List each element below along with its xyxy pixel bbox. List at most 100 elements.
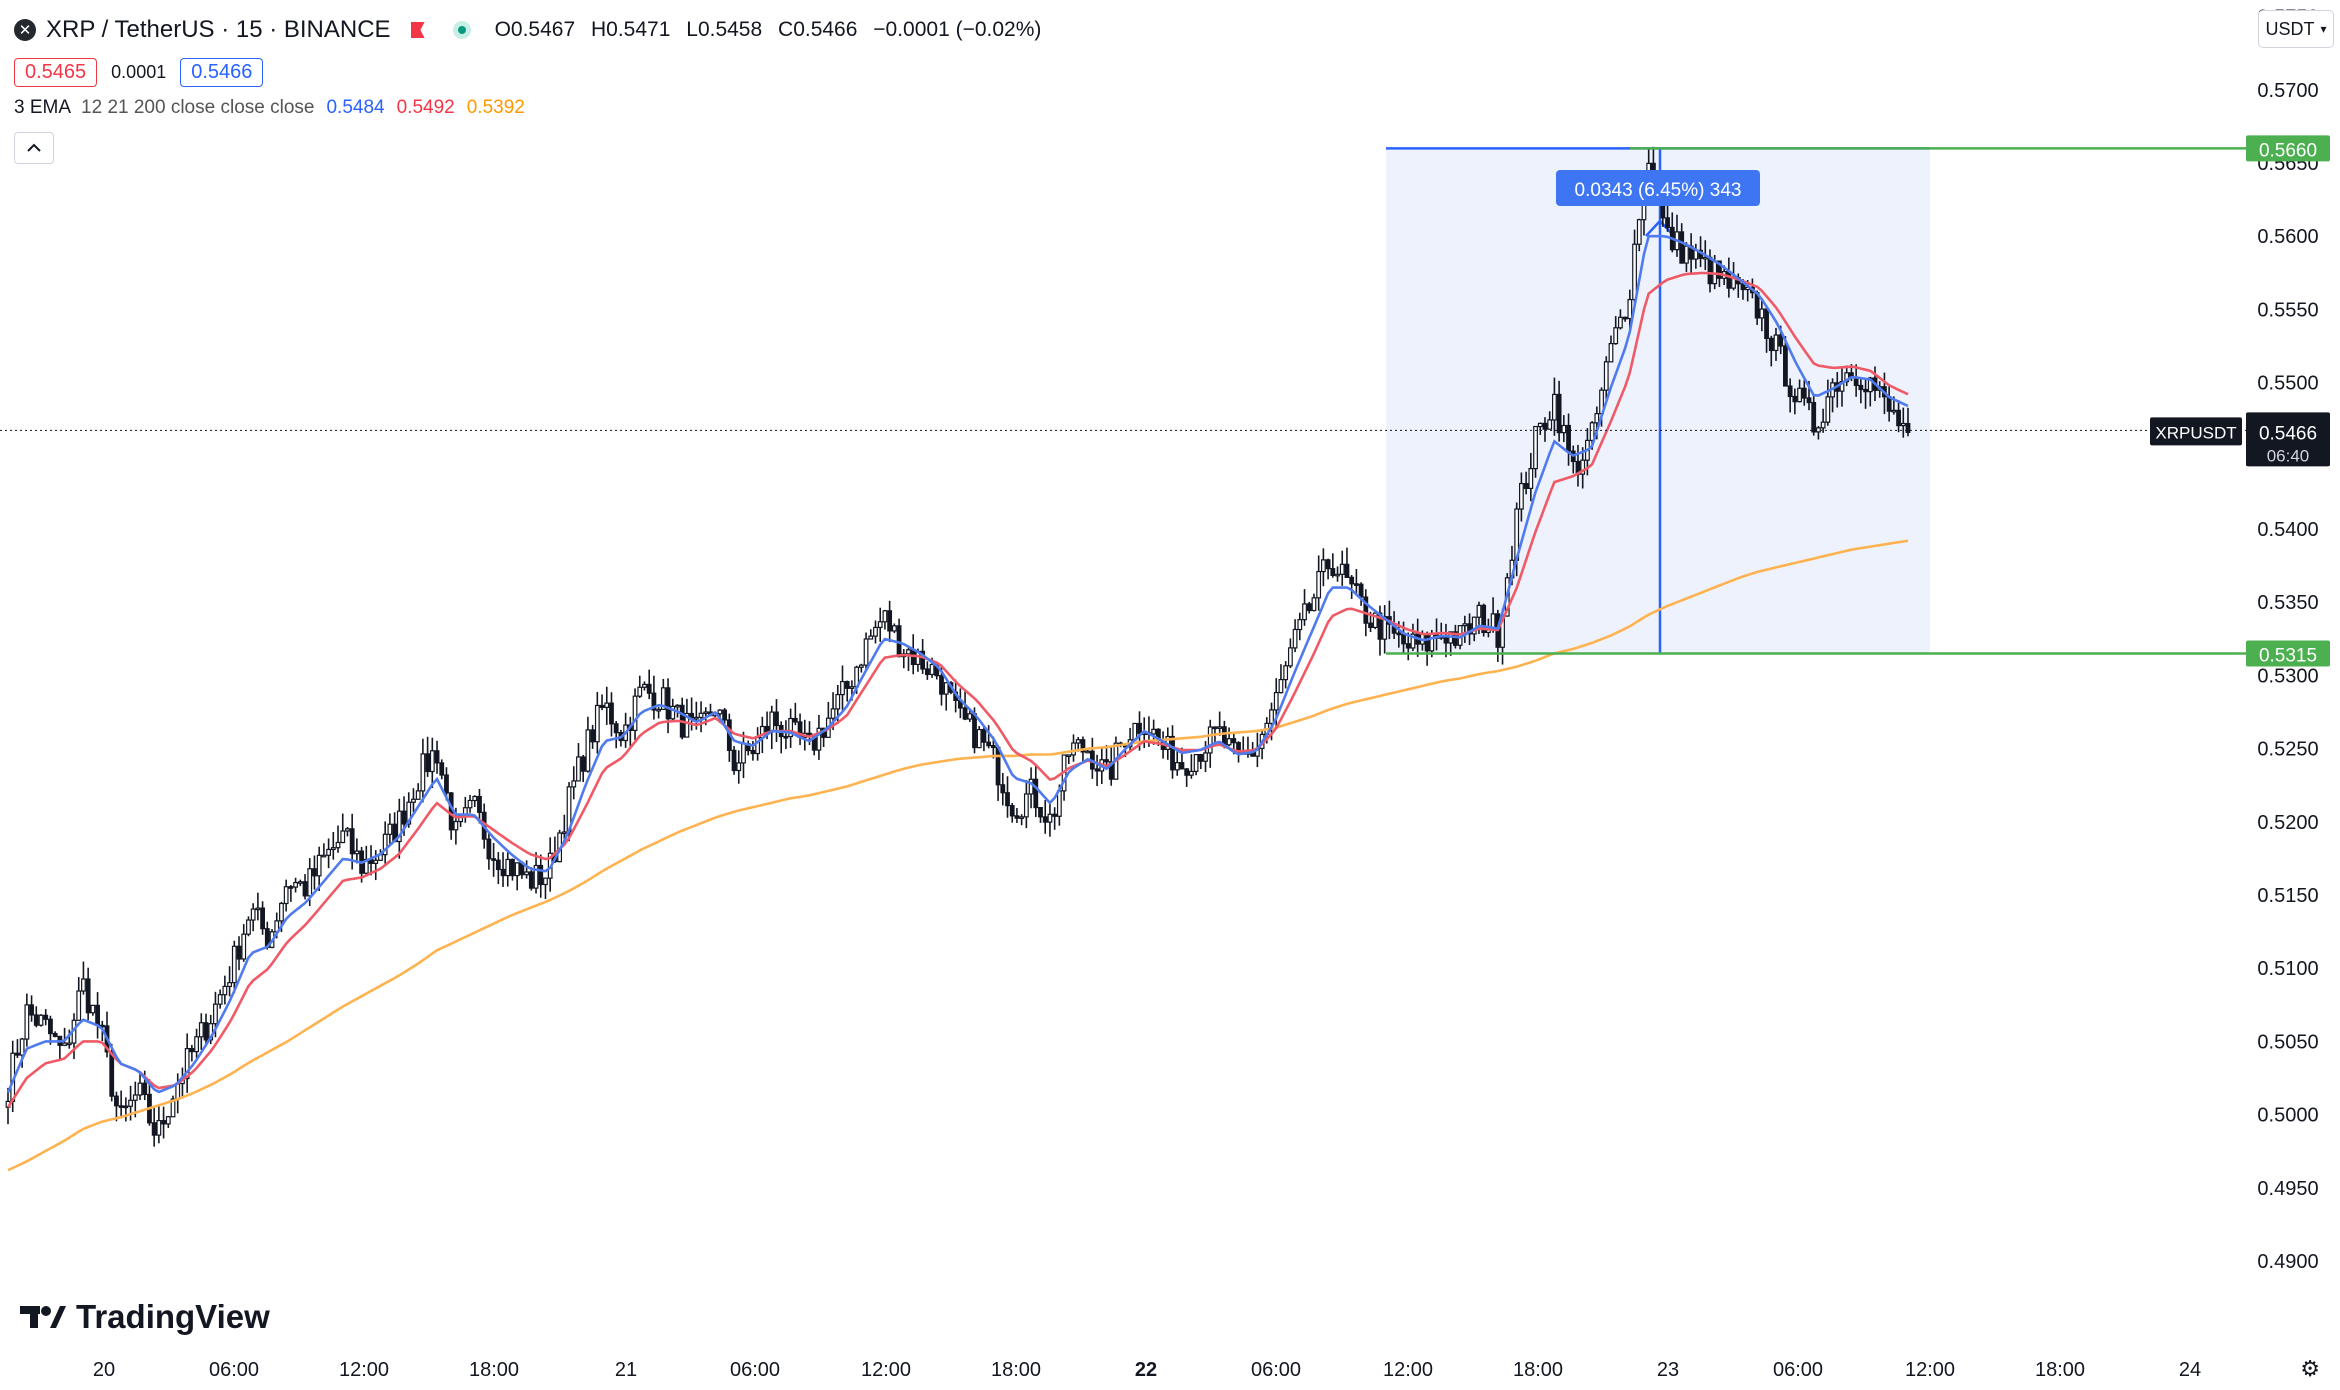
time-tick-label: 12:00 (339, 1359, 389, 1381)
candle-body (19, 1038, 25, 1056)
candle-body (1042, 816, 1048, 823)
candle (585, 716, 591, 773)
currency-select[interactable]: USDT ▾ (2258, 10, 2334, 48)
candle-body (1665, 217, 1670, 229)
candle (981, 726, 987, 752)
candle (48, 1015, 53, 1045)
candle (858, 663, 864, 673)
candle-body (1080, 739, 1086, 753)
price-axis[interactable]: 0.57500.57000.56500.56000.55500.55000.54… (2245, 0, 2319, 1390)
candle-body (1858, 384, 1864, 391)
candle (505, 852, 511, 887)
candle (1759, 300, 1765, 332)
candle-body (396, 810, 402, 843)
candle (1462, 615, 1468, 643)
candle (1287, 638, 1293, 669)
candle-body (184, 1048, 190, 1080)
candle-body (415, 790, 421, 800)
price-tick-label: 0.5600 (2257, 226, 2318, 248)
candle-body (1104, 759, 1109, 763)
candle-body (1273, 691, 1279, 711)
candle-body (1358, 583, 1364, 598)
candle (434, 740, 440, 774)
candle-body (1203, 752, 1208, 762)
candle-body (1566, 424, 1571, 452)
flag-icon[interactable] (410, 22, 425, 38)
candle-body (382, 833, 388, 856)
collapse-legend-button[interactable] (14, 132, 54, 164)
buy-price-button[interactable]: 0.5466 (180, 57, 264, 87)
candle-body (524, 871, 530, 876)
candle (161, 1106, 166, 1139)
candle (1023, 780, 1029, 829)
candle (561, 814, 567, 842)
candle (1382, 605, 1388, 654)
tradingview-logo[interactable]: TradingView (20, 1298, 270, 1336)
candle (1278, 664, 1284, 694)
measure-label: 0.0343 (6.45%) 343 (1556, 170, 1760, 206)
candle-body (967, 713, 973, 720)
candle (1552, 377, 1557, 436)
candle (1292, 619, 1298, 653)
candle (665, 678, 671, 734)
candle (500, 852, 506, 887)
candle-body (297, 881, 303, 884)
candle (1005, 776, 1010, 818)
time-axis[interactable]: 20 06:00 12:00 18:00 21 06:00 12:00 18:00 22 06:0… (93, 1359, 2201, 1381)
price-range-tool[interactable] (1386, 147, 1930, 654)
candle (1825, 379, 1831, 426)
candle-body (250, 908, 256, 921)
candle-body (406, 801, 412, 825)
candle-body (882, 610, 888, 623)
candle (123, 1097, 129, 1122)
current-price-label: 0.5466 (2259, 423, 2317, 444)
candle-body (1000, 784, 1006, 794)
spread-value: 0.0001 (111, 61, 167, 82)
candle (1306, 601, 1312, 614)
candle-body (321, 854, 327, 858)
time-tick-label: 22 (1135, 1359, 1157, 1381)
candle (297, 879, 303, 887)
candle (679, 697, 685, 740)
candle-body (81, 978, 86, 992)
candle-body (561, 831, 567, 835)
chart-legend: ✕ XRP / TetherUS · 15 · BINANCE O0.5467 … (14, 14, 1051, 164)
candle (1353, 569, 1359, 596)
candle (19, 1037, 25, 1068)
candle-body (632, 695, 638, 731)
horizontal-levels[interactable]: 0.5660 0.5315 0.0343 (6.45%) 343 0.5466 06:4… (0, 135, 2330, 667)
candle-body (528, 871, 534, 889)
candle-body (1622, 316, 1628, 320)
candle-body (1542, 422, 1548, 430)
candle (637, 675, 643, 698)
ema-200-value: 0.5392 (466, 97, 525, 118)
settings-gear-icon[interactable]: ⚙ (2300, 1356, 2320, 1381)
time-tick-label: 21 (615, 1359, 637, 1381)
candle-body (1349, 576, 1355, 585)
candle (943, 682, 949, 711)
candle-body (693, 716, 699, 720)
candle (222, 975, 228, 1005)
sell-price-button[interactable]: 0.5465 (14, 57, 98, 87)
ema-21-line (6, 271, 1909, 1108)
candle-body (1212, 726, 1218, 730)
indicator-params: 12 21 200 close close close (81, 97, 315, 118)
candle (778, 721, 784, 754)
indicator-name[interactable]: 3 EMA (14, 97, 72, 118)
symbol-title[interactable]: XRP / TetherUS · 15 · BINANCE (46, 16, 391, 43)
candle-body (887, 610, 893, 632)
time-tick-label: 06:00 (209, 1359, 259, 1381)
candle-body (1806, 397, 1812, 404)
candle (877, 607, 883, 642)
candle (1316, 555, 1322, 611)
candle (1905, 407, 1911, 437)
candle (1787, 378, 1793, 413)
candle (231, 940, 237, 994)
candle-body (976, 728, 982, 749)
candle-body (33, 1014, 39, 1026)
time-tick-label: 06:00 (1773, 1359, 1823, 1381)
candle-body (1561, 424, 1567, 434)
level-price-tag (2246, 135, 2330, 162)
candle-body (38, 1014, 44, 1026)
